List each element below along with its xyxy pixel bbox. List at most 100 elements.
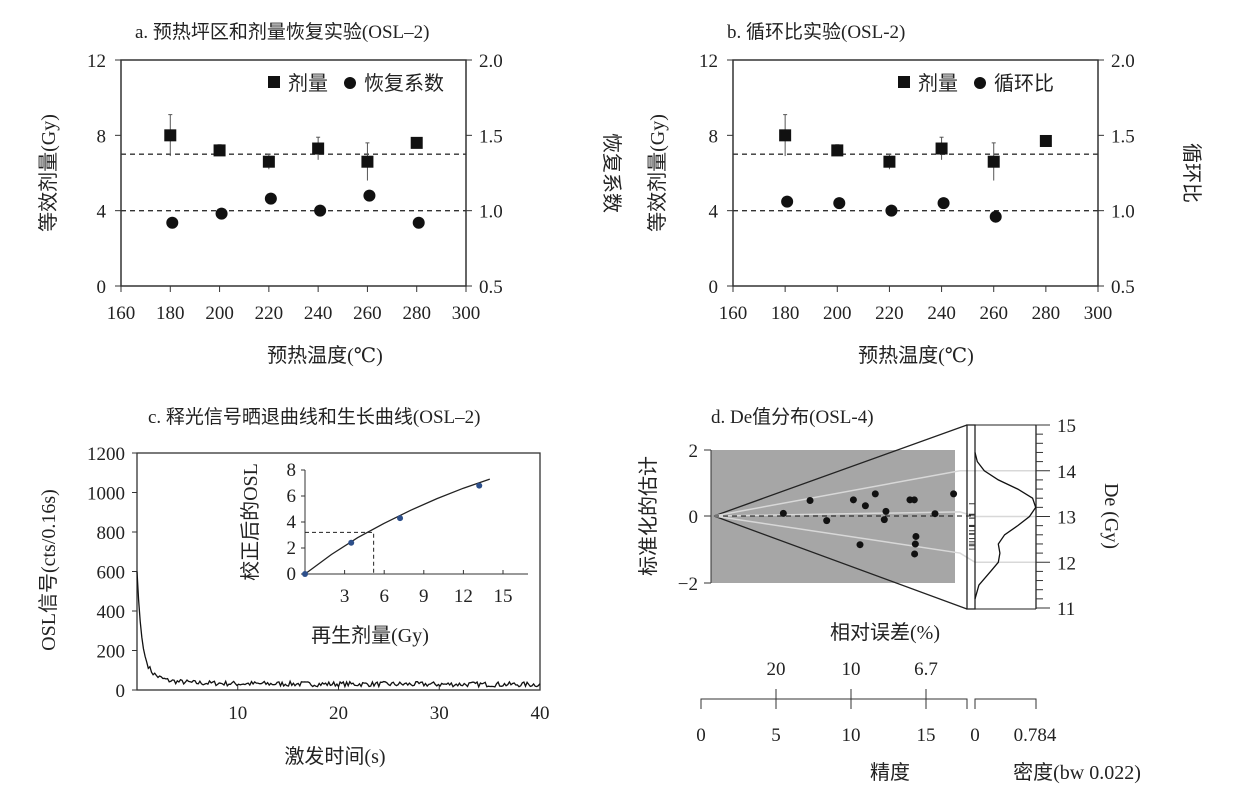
inset-y-tick-label: 2 [287,538,297,559]
density-tick-label: 0.784 [1014,725,1057,746]
plot-frame [120,59,467,287]
legend-label-dose: 剂量 [918,72,958,95]
dose-point [164,129,177,142]
x-tick-label: 280 [1032,303,1061,324]
x-tick-label: 240 [304,303,333,324]
de-point [880,516,888,524]
x-tick-label: 300 [1084,303,1113,324]
y-right-tick-label: 1.0 [1111,202,1135,223]
x-tick-label: 180 [156,303,185,324]
de-point [823,517,831,525]
density-axis [974,698,1037,709]
ratio-point [363,189,376,202]
x-tick-label: 30 [430,703,449,724]
dose-point [779,129,792,142]
legend-square-icon [898,76,910,88]
de-point [779,509,787,517]
de-point [931,510,939,518]
de-point [806,496,814,504]
de-point [882,507,890,515]
de-point [911,550,919,558]
y-tick-label: 0 [116,681,126,702]
dose-point [987,155,1000,168]
inset-x-tick-label: 6 [379,586,389,607]
y-tick-label: 12 [87,51,106,72]
de-point [912,532,920,540]
inset-y-tick-label: 0 [287,564,297,585]
y-tick-label: 800 [97,523,126,544]
relative-error-tick-label: 6.7 [914,659,938,680]
panel-d-precision-label: 精度 [870,761,910,784]
ratio-point [314,204,327,217]
precision-tick-label: 10 [842,725,861,746]
y-tick-label: 4 [97,202,107,223]
legend-label-ratio: 恢复系数 [364,72,444,95]
panel-a: a. 预热坪区和剂量恢复实验(OSL–2) 预热温度(℃) 等效剂量(Gy) 恢… [37,21,623,367]
x-tick-label: 240 [927,303,956,324]
y-tick-label: 4 [709,202,719,223]
x-tick-label: 280 [402,303,431,324]
rug-column [966,424,976,610]
de-point [861,502,869,510]
x-tick-label: 260 [979,303,1008,324]
y-right-tick-label: 0.5 [1111,277,1135,298]
panel-c-title: c. 释光信号晒退曲线和生长曲线(OSL–2) [148,406,480,428]
de-tick-label: 13 [1057,508,1076,529]
dose-point [312,142,325,155]
legend-label-ratio: 循环比 [994,72,1054,95]
panel-d-ylabel: 标准化的估计 [637,456,660,576]
panel-b: b. 循环比实验(OSL-2) 预热温度(℃) 等效剂量(Gy) 循环比 160… [646,21,1203,367]
panel-a-ylabel-right: 恢复系数 [600,133,623,213]
x-tick-label: 200 [823,303,852,324]
panel-a-ylabel: 等效剂量(Gy) [37,114,60,232]
growth-curve [304,478,491,575]
density-tick-label: 0 [970,725,980,746]
inset-x-tick-label: 15 [494,586,513,607]
y-tick-label: 1000 [87,484,125,505]
panel-d-relerr-label: 相对误差(%) [830,621,940,644]
y-tick-label: 0 [709,277,719,298]
dose-point [361,155,374,168]
y-right-tick-label: 2.0 [479,51,503,72]
panel-a-title: a. 预热坪区和剂量恢复实验(OSL–2) [135,21,429,43]
dose-point [935,142,948,155]
x-tick-label: 20 [329,703,348,724]
legend-circle-icon [344,77,356,89]
panel-b-ylabel: 等效剂量(Gy) [646,114,669,232]
legend-square-icon [268,76,280,88]
precision-tick-label: 0 [696,725,706,746]
inset-x-tick-label: 12 [454,586,473,607]
inset-x-tick-label: 9 [419,586,429,607]
ratio-point [166,216,179,229]
legend-label-dose: 剂量 [288,72,328,95]
panel-d-title: d. De值分布(OSL-4) [711,406,874,428]
y-tick-label: 0 [97,277,107,298]
inset-y-tick-label: 6 [287,486,297,507]
de-point [856,541,864,549]
de-tick-label: 11 [1057,599,1075,620]
x-tick-label: 200 [205,303,234,324]
x-tick-label: 220 [255,303,284,324]
x-tick-label: 160 [719,303,748,324]
decay-curve [136,571,541,689]
y-tick-label: 8 [97,126,107,147]
ratio-point [215,207,228,220]
de-point [849,496,857,504]
y-tick-label: 0 [689,507,699,528]
lower-boundary-line [713,515,968,610]
regen-point [476,482,483,489]
regen-point [302,571,308,577]
dose-point [213,144,226,157]
x-tick-label: 300 [452,303,481,324]
legend-circle-icon [974,77,986,89]
x-tick-label: 10 [228,703,247,724]
y-tick-label: 600 [97,563,126,584]
panel-b-title: b. 循环比实验(OSL-2) [727,21,905,43]
panel-d-ylabel-right: De (Gy) [1100,483,1122,549]
panel-a-xlabel: 预热温度(℃) [267,344,383,367]
ratio-point [833,197,846,210]
ratio-point [264,192,277,205]
relative-error-tick-label: 20 [767,659,786,680]
x-tick-label: 40 [531,703,550,724]
